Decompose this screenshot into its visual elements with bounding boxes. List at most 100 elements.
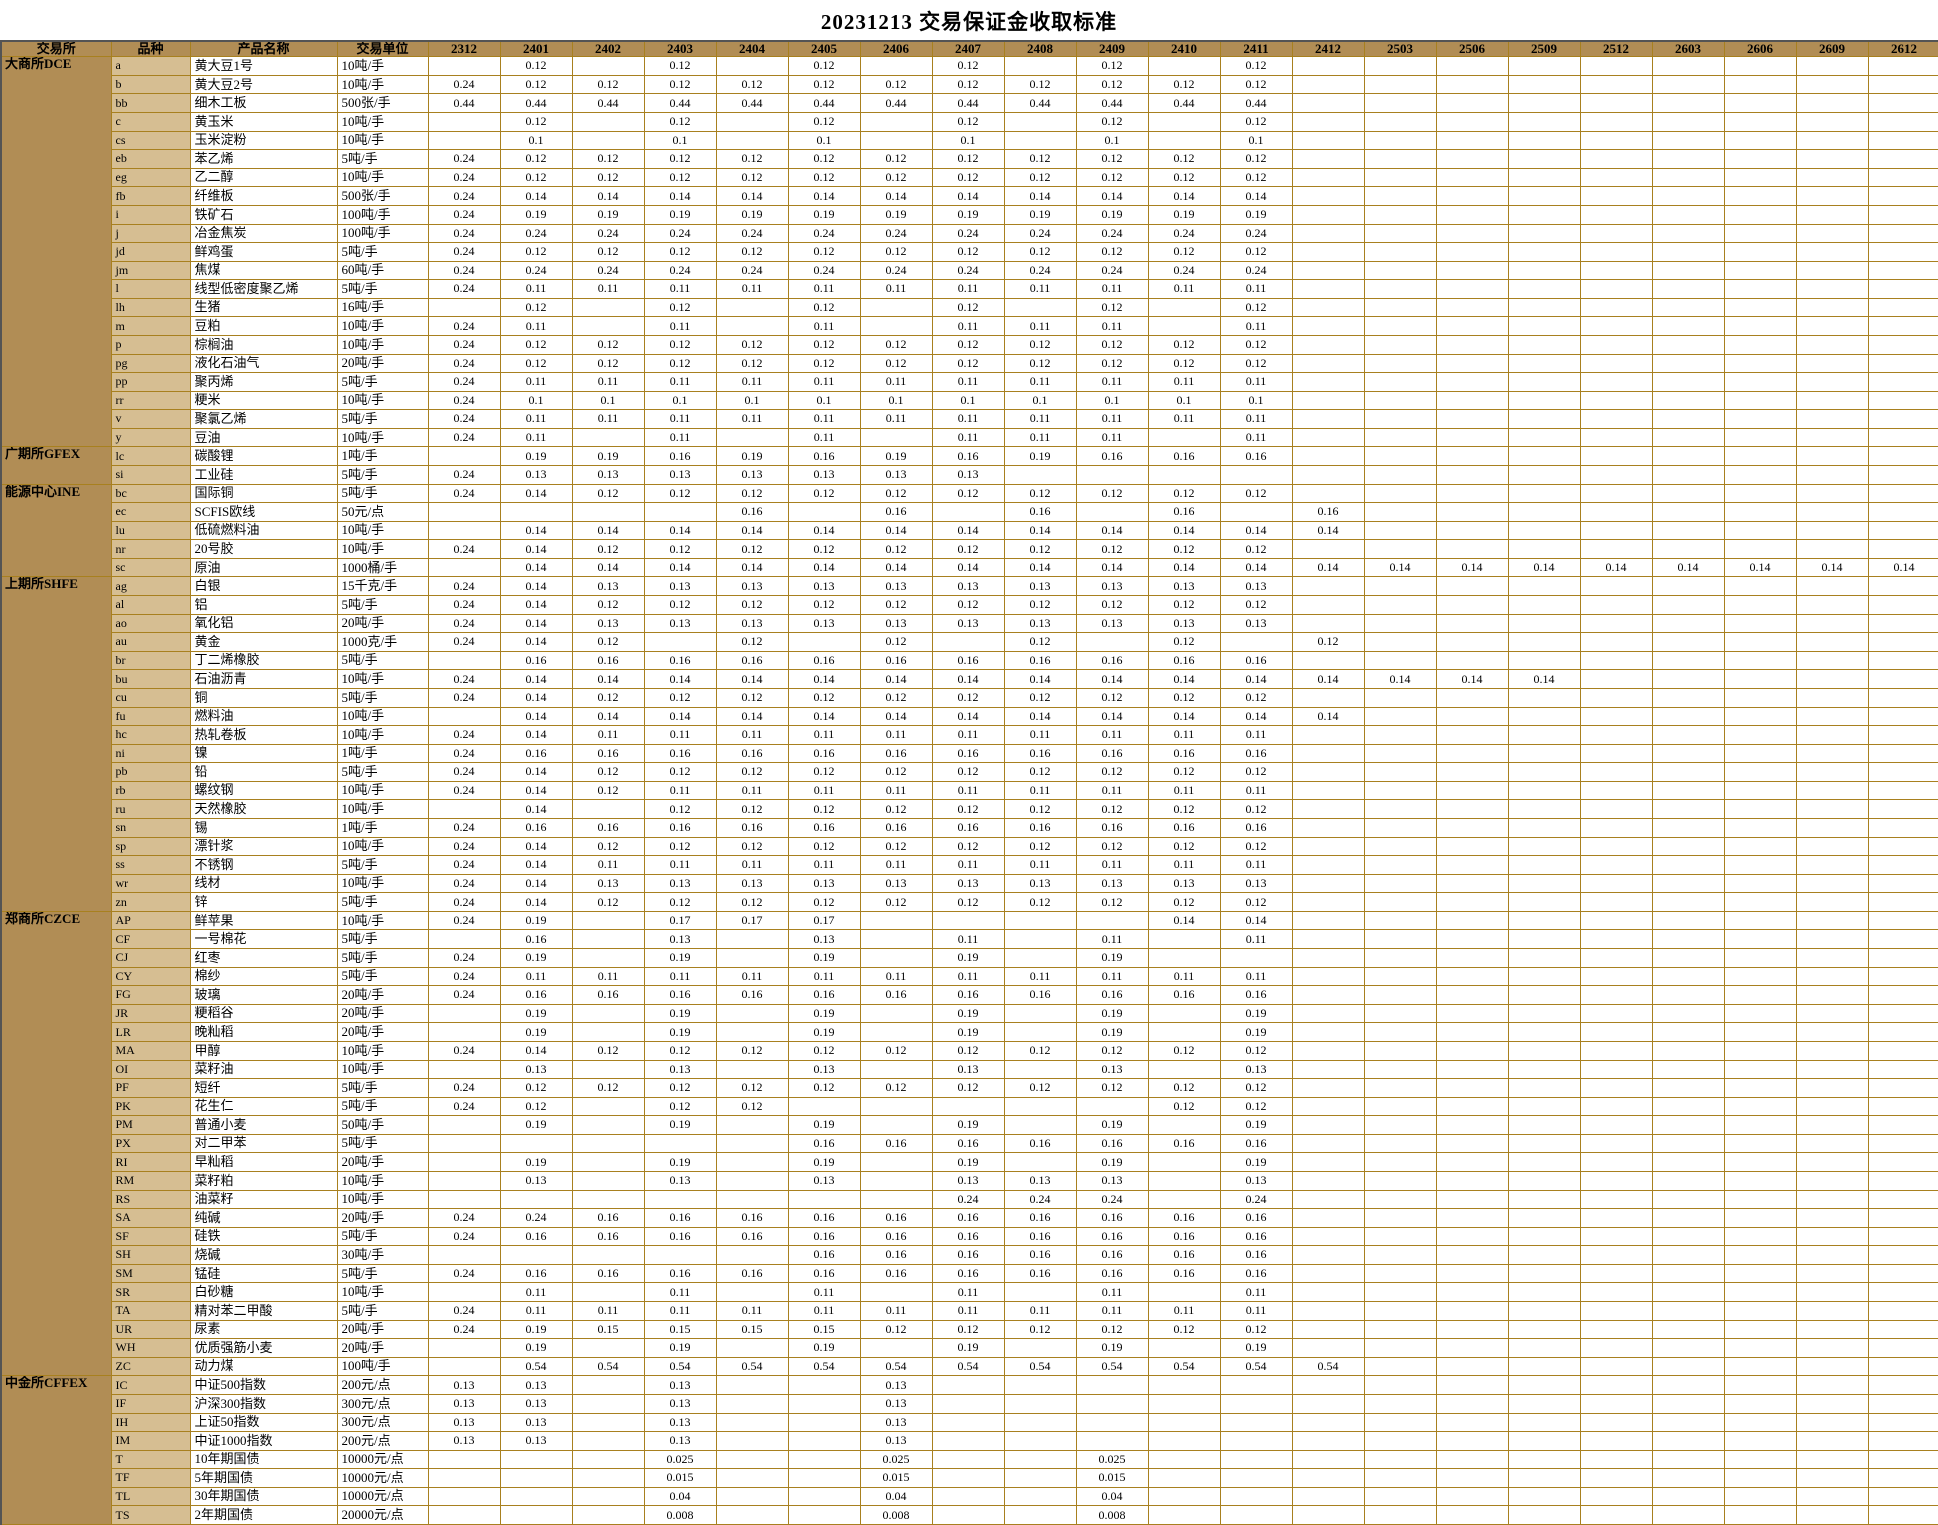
margin-value-cell (1867, 334, 1938, 355)
margin-value-cell: 0.14 (1147, 520, 1221, 541)
margin-value-cell (1291, 390, 1365, 411)
margin-value-cell (1003, 1505, 1077, 1525)
margin-value-cell (1579, 1282, 1653, 1303)
margin-value-cell (1723, 632, 1797, 652)
margin-value-cell (1579, 985, 1653, 1005)
margin-value-cell (1579, 204, 1653, 225)
variety-code-cell: SF (110, 1226, 191, 1247)
margin-value-cell: 0.14 (1147, 910, 1221, 931)
margin-value-cell (427, 1505, 501, 1525)
margin-value-cell: 0.12 (643, 1096, 717, 1117)
margin-value-cell (1507, 1412, 1581, 1433)
margin-value-cell: 0.12 (787, 483, 861, 504)
month-column-header: 2402 (571, 40, 645, 58)
margin-value-cell: 0.24 (1003, 260, 1077, 281)
margin-value-cell: 0.24 (427, 1208, 501, 1228)
margin-value-cell (1651, 465, 1725, 485)
margin-value-cell: 0.12 (1219, 149, 1293, 169)
margin-value-cell: 0.15 (571, 1319, 645, 1340)
margin-value-cell: 0.12 (571, 483, 645, 504)
margin-value-cell (1867, 1263, 1938, 1284)
margin-value-cell: 0.16 (1075, 818, 1149, 838)
margin-value-cell: 0.11 (1075, 372, 1149, 392)
margin-value-cell: 0.14 (499, 855, 573, 875)
margin-value-cell: 0.14 (1003, 520, 1077, 541)
margin-value-cell: 0.11 (1075, 855, 1149, 875)
product-name-cell: 工业硅 (189, 465, 338, 485)
month-column-header: 2401 (499, 40, 573, 58)
margin-value-cell (1723, 1468, 1797, 1488)
margin-value-cell (571, 1282, 645, 1303)
month-column-header: 2506 (1435, 40, 1509, 58)
product-name-cell: 锡 (189, 818, 338, 838)
margin-value-cell (1435, 502, 1509, 522)
margin-value-cell: 0.1 (1075, 130, 1149, 151)
margin-value-cell: 0.16 (931, 1133, 1005, 1154)
margin-value-cell (1867, 390, 1938, 411)
margin-value-cell (1363, 204, 1437, 225)
margin-value-cell: 0.12 (571, 539, 645, 559)
margin-value-cell: 0.16 (931, 985, 1005, 1005)
margin-value-cell: 0.16 (1003, 1226, 1077, 1247)
exchange-group-cell: 能源中心INE (0, 483, 112, 578)
margin-value-cell (1003, 1468, 1077, 1488)
margin-value-cell (643, 1189, 717, 1210)
margin-value-cell (715, 1412, 789, 1433)
margin-value-cell: 0.1 (931, 390, 1005, 411)
margin-value-cell (859, 1282, 933, 1303)
margin-value-cell (1291, 929, 1365, 950)
margin-value-cell: 0.14 (1003, 557, 1077, 578)
margin-value-cell (787, 1096, 861, 1117)
margin-value-cell (1651, 1449, 1725, 1470)
margin-value-cell: 0.11 (1075, 316, 1149, 336)
margin-value-cell (1291, 297, 1365, 318)
margin-value-cell (1363, 539, 1437, 559)
table-row: IM 中证1000指数 200元/点 0.13 0.13 0.13 0.13 (1, 1431, 1938, 1451)
margin-value-cell: 0.12 (1219, 1040, 1293, 1061)
margin-value-cell (427, 446, 501, 467)
margin-value-cell (1507, 706, 1581, 727)
margin-value-cell (1723, 762, 1797, 782)
margin-value-cell: 0.13 (715, 576, 789, 597)
margin-value-cell (1507, 613, 1581, 634)
margin-value-cell: 0.11 (1147, 1301, 1221, 1321)
margin-value-cell: 0.24 (427, 167, 501, 188)
margin-value-cell: 0.12 (499, 1096, 573, 1117)
margin-value-cell: 0.14 (499, 780, 573, 801)
trading-unit-cell: 50元/点 (336, 502, 429, 522)
margin-value-cell (1507, 483, 1581, 504)
margin-value-cell: 0.12 (787, 334, 861, 355)
margin-value-cell (931, 1486, 1005, 1507)
variety-code-cell: p (110, 334, 191, 355)
product-name-cell: 豆油 (189, 427, 338, 448)
margin-value-cell (1435, 297, 1509, 318)
margin-value-cell (427, 1115, 501, 1135)
exchange-group-cell: 上期所SHFE (0, 576, 112, 912)
margin-value-cell (1219, 1486, 1293, 1507)
margin-value-cell (1003, 948, 1077, 968)
margin-value-cell (1363, 167, 1437, 188)
margin-value-cell (1003, 56, 1077, 76)
margin-value-cell (1795, 1301, 1869, 1321)
variety-code-cell: bu (110, 669, 191, 689)
margin-value-cell (1507, 1078, 1581, 1098)
margin-value-cell (1651, 1189, 1725, 1210)
margin-value-cell (1723, 353, 1797, 374)
table-row: jm 焦煤 60吨/手 0.24 0.24 0.24 0.24 0.24 0.24 0.24 0.2… (1, 260, 1938, 281)
margin-value-cell: 0.11 (643, 1301, 717, 1321)
margin-value-cell (859, 297, 933, 318)
table-row: au 黄金 1000克/手 0.24 0.14 0.12 0.12 0.12 0.12 0.12 0… (1, 632, 1938, 652)
margin-value-cell: 0.16 (1003, 1263, 1077, 1284)
margin-value-cell: 0.14 (859, 520, 933, 541)
margin-value-cell (1363, 1152, 1437, 1172)
margin-value-cell: 0.11 (715, 1301, 789, 1321)
margin-value-cell: 0.16 (1003, 1133, 1077, 1154)
margin-value-cell (1363, 502, 1437, 522)
margin-value-cell: 0.16 (1075, 1133, 1149, 1154)
margin-value-cell: 0.17 (715, 910, 789, 931)
margin-value-cell: 0.13 (931, 576, 1005, 597)
product-name-cell: 鲜鸡蛋 (189, 242, 338, 262)
margin-value-cell (1363, 725, 1437, 745)
product-name-cell: 液化石油气 (189, 353, 338, 374)
variety-code-cell: JR (110, 1003, 191, 1024)
